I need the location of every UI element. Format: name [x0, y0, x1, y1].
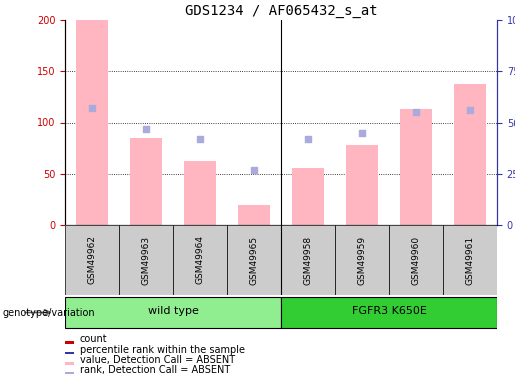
Bar — [65, 225, 119, 295]
Bar — [238, 204, 270, 225]
Point — [358, 130, 366, 136]
Text: GSM49964: GSM49964 — [196, 236, 204, 285]
Text: GSM49961: GSM49961 — [466, 236, 474, 285]
Bar — [173, 225, 227, 295]
Point — [196, 136, 204, 142]
Point — [304, 136, 312, 142]
Bar — [389, 225, 443, 295]
Text: genotype/variation: genotype/variation — [3, 308, 95, 318]
Text: GSM49965: GSM49965 — [249, 236, 259, 285]
Text: count: count — [80, 334, 108, 344]
Bar — [292, 168, 324, 225]
Text: value, Detection Call = ABSENT: value, Detection Call = ABSENT — [80, 355, 235, 365]
Bar — [281, 297, 497, 328]
Text: FGFR3 K650E: FGFR3 K650E — [352, 306, 426, 316]
Bar — [281, 225, 335, 295]
Point — [250, 166, 258, 172]
Bar — [130, 138, 162, 225]
Bar — [65, 352, 74, 354]
Text: GSM49963: GSM49963 — [142, 236, 150, 285]
Text: GSM49962: GSM49962 — [88, 236, 96, 285]
Bar — [65, 341, 74, 344]
Bar — [443, 225, 497, 295]
Bar — [227, 225, 281, 295]
Bar — [65, 372, 74, 374]
Bar — [65, 362, 74, 364]
Text: wild type: wild type — [148, 306, 198, 316]
Text: rank, Detection Call = ABSENT: rank, Detection Call = ABSENT — [80, 365, 230, 375]
Point — [88, 105, 96, 111]
Text: GSM49960: GSM49960 — [411, 236, 421, 285]
Bar — [76, 20, 108, 225]
Point — [466, 107, 474, 113]
Bar — [335, 225, 389, 295]
Bar — [65, 297, 281, 328]
Point — [142, 126, 150, 132]
Bar — [400, 109, 432, 225]
Text: GSM49958: GSM49958 — [303, 236, 313, 285]
Title: GDS1234 / AF065432_s_at: GDS1234 / AF065432_s_at — [185, 4, 377, 18]
Point — [412, 109, 420, 115]
Text: percentile rank within the sample: percentile rank within the sample — [80, 345, 245, 355]
Bar — [346, 145, 378, 225]
Text: GSM49959: GSM49959 — [357, 236, 367, 285]
Bar — [119, 225, 173, 295]
Bar — [454, 84, 486, 225]
Bar — [184, 162, 216, 225]
